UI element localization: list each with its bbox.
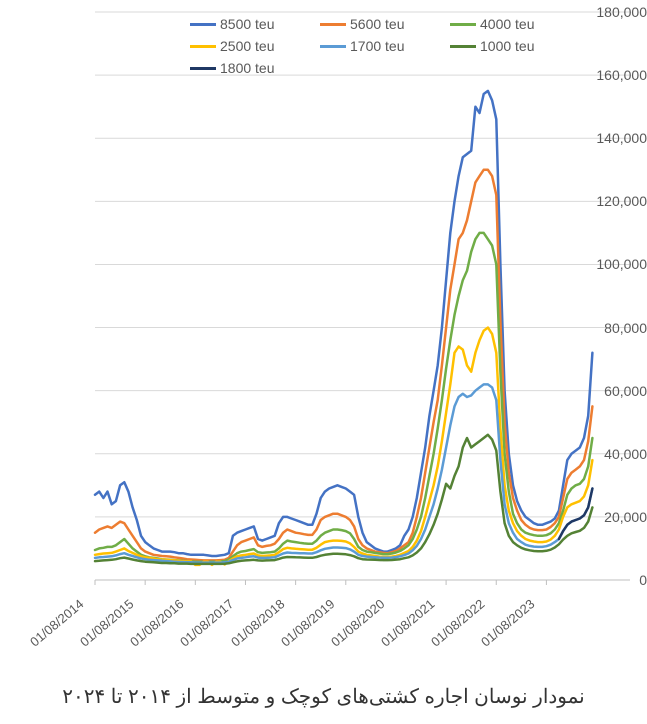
legend-item: 5600 teu	[320, 16, 405, 32]
legend-swatch	[320, 23, 346, 26]
legend-swatch	[450, 45, 476, 48]
legend-item: 1700 teu	[320, 38, 405, 54]
legend-label: 2500 teu	[220, 38, 275, 54]
y-tick-label: 80,000	[562, 320, 647, 336]
legend-swatch	[190, 45, 216, 48]
legend-item: 8500 teu	[190, 16, 275, 32]
y-tick-label: 0	[562, 572, 647, 588]
y-tick-label: 100,000	[562, 256, 647, 272]
y-tick-label: 140,000	[562, 130, 647, 146]
legend-item: 4000 teu	[450, 16, 535, 32]
legend-label: 1800 teu	[220, 60, 275, 76]
legend-item: 1800 teu	[190, 60, 275, 76]
legend-swatch	[450, 23, 476, 26]
y-tick-label: 20,000	[562, 509, 647, 525]
line-chart	[0, 0, 647, 680]
chart-caption: نمودار نوسان اجاره کشتی‌های کوچک و متوسط…	[0, 684, 647, 709]
y-tick-label: 60,000	[562, 383, 647, 399]
y-tick-label: 120,000	[562, 193, 647, 209]
legend-label: 5600 teu	[350, 16, 405, 32]
legend-swatch	[190, 67, 216, 70]
series-1700-teu	[95, 384, 592, 562]
legend-swatch	[190, 23, 216, 26]
legend-label: 4000 teu	[480, 16, 535, 32]
y-tick-label: 40,000	[562, 446, 647, 462]
y-tick-label: 180,000	[562, 4, 647, 20]
legend-label: 1000 teu	[480, 38, 535, 54]
legend-label: 8500 teu	[220, 16, 275, 32]
legend-label: 1700 teu	[350, 38, 405, 54]
legend-item: 2500 teu	[190, 38, 275, 54]
legend: 8500 teu 5600 teu 4000 teu 2500 teu 1700 teu…	[190, 16, 570, 62]
legend-item: 1000 teu	[450, 38, 535, 54]
y-tick-label: 160,000	[562, 67, 647, 83]
series-2500-teu	[95, 328, 592, 565]
legend-swatch	[320, 45, 346, 48]
series-8500-teu	[95, 91, 592, 556]
